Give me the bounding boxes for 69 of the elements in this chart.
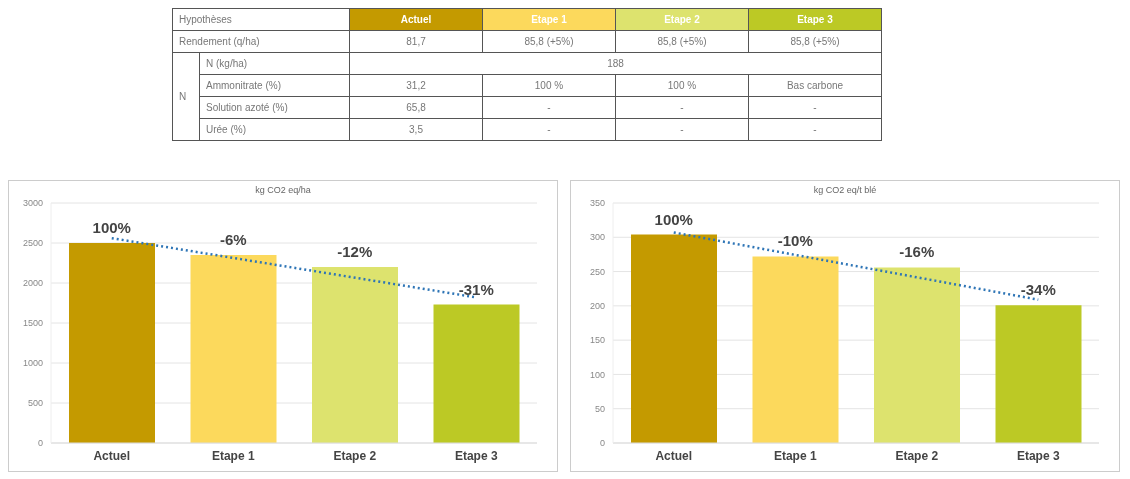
bar [433,304,520,443]
text: 3,5 [409,123,423,135]
bar [995,305,1082,443]
x-tick-label: Etape 1 [211,448,255,463]
y-tick-label: 250 [589,266,605,277]
x-tick-label: Actuel [93,448,131,463]
y-tick-label: 300 [589,232,605,243]
x-tick-label: Etape 1 [773,448,817,463]
x-tick-label: Etape 2 [333,448,377,463]
text: - [547,101,551,113]
text: Ammonitrate (%) [206,79,282,91]
text: 188 [607,57,624,69]
bar [312,267,398,443]
text: N (kg/ha) [206,57,248,69]
text: 85,8 (+5%) [790,35,840,47]
annotation: -31% [458,280,494,298]
text: - [813,123,817,135]
x-tick-label: Etape 2 [895,448,939,463]
y-tick-label: 350 [589,198,605,209]
y-tick-label: 150 [589,335,605,346]
annotation: -10% [777,232,813,250]
text: 81,7 [406,35,426,47]
annotation: 100% [654,210,693,228]
text: - [680,101,684,113]
text: Bas carbone [786,79,844,91]
text: - [547,123,551,135]
bar [752,256,839,443]
bar [631,234,717,443]
category-label: Etape 2 [615,8,749,31]
text: 31,2 [406,79,426,91]
text: - [813,101,817,113]
y-tick-label: 0 [37,438,43,449]
text: 65,8 [406,101,426,113]
annotation: -16% [899,243,935,261]
bar [874,267,960,443]
y-tick-label: 2500 [22,238,43,249]
y-tick-label: 200 [589,301,605,312]
x-tick-label: Etape 3 [1016,448,1060,463]
text: 85,8 (+5%) [657,35,707,47]
category-label: Etape 1 [482,8,616,31]
text: Urée (%) [206,123,247,135]
category-label: Etape 3 [748,8,882,31]
y-tick-label: 50 [594,403,605,414]
text: N [179,90,187,102]
annotation: -34% [1020,281,1056,299]
annotation: -6% [219,231,247,248]
x-tick-label: Actuel [655,448,693,463]
text: Rendement (q/ha) [179,35,260,47]
annotation: 100% [92,219,131,236]
x-tick-label: Etape 3 [454,448,498,463]
chart-title: kg CO2 eq/t blé [812,185,878,195]
y-tick-label: 0 [599,438,605,449]
chart-title: kg CO2 eq/ha [254,185,312,195]
text: 100 % [667,79,697,91]
y-tick-label: 1500 [22,318,43,329]
y-tick-label: 1000 [22,358,43,369]
y-tick-label: 100 [589,369,605,380]
y-tick-label: 2000 [22,278,43,289]
y-tick-label: 3000 [22,198,43,209]
bar [190,255,277,443]
annotation: -12% [337,243,373,260]
text: - [680,123,684,135]
text: Solution azoté (%) [206,101,288,113]
bar [69,243,155,443]
category-label: Hypothèses [172,8,350,31]
y-tick-label: 500 [27,398,43,409]
text: 100 % [534,79,564,91]
text: 85,8 (+5%) [524,35,574,47]
category-label: Actuel [349,8,483,31]
